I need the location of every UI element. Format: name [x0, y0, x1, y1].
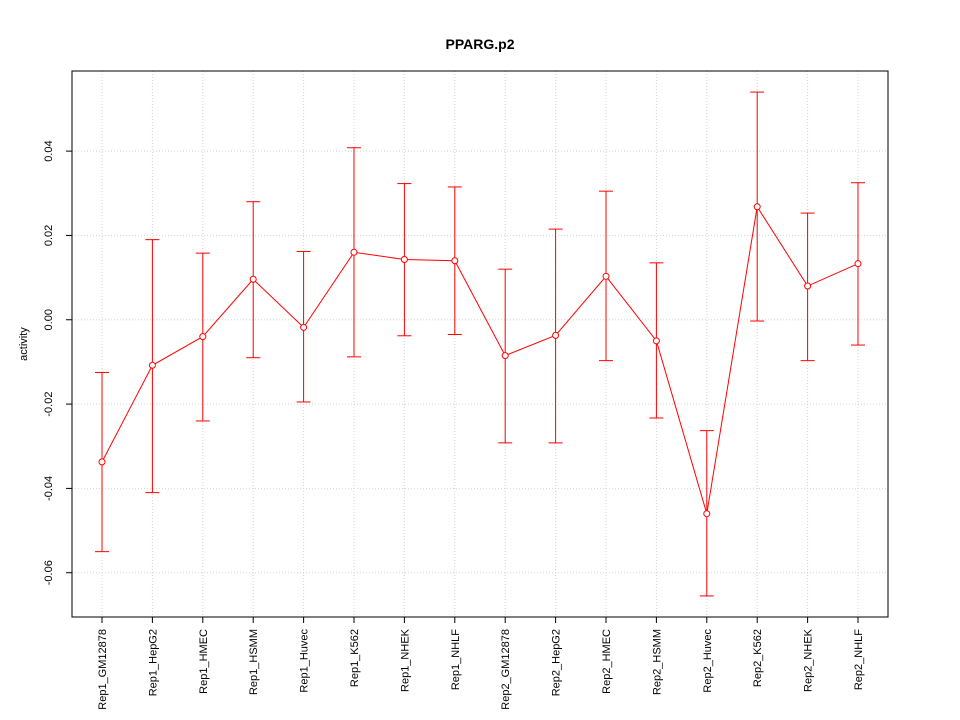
data-point-Rep2_NHEK [804, 282, 812, 290]
x-tick-label-Rep2_HSMM: Rep2_HSMM [651, 629, 663, 695]
data-point-Rep1_GM12878 [98, 458, 106, 466]
y-tick-label: -0.04 [43, 476, 55, 501]
x-tick-label-Rep1_NHEK: Rep1_NHEK [399, 628, 411, 692]
y-tick-label: -0.02 [43, 392, 55, 417]
data-point-Rep2_K562 [753, 203, 761, 211]
data-point-Rep2_GM12878 [501, 352, 509, 360]
x-tick-label-Rep2_Huvec: Rep2_Huvec [702, 629, 714, 693]
x-tick-label-Rep2_K562: Rep2_K562 [752, 629, 764, 687]
data-point-Rep1_NHLF [451, 257, 459, 265]
y-axis-label: activity [18, 327, 30, 361]
data-point-Rep1_HMEC [199, 333, 207, 341]
data-points-group [98, 203, 862, 518]
plot-frame [71, 70, 889, 618]
x-tick-label-Rep1_Huvec: Rep1_Huvec [299, 629, 311, 693]
grid-lines [72, 71, 888, 617]
data-point-Rep1_HSMM [249, 275, 257, 283]
data-point-Rep2_HepG2 [552, 331, 560, 339]
y-tick-label: 0.00 [43, 309, 55, 330]
x-tick-label-Rep1_HMEC: Rep1_HMEC [198, 629, 210, 694]
y-axis: -0.06 -0.04 -0.02 0.00 0.02 0.04 [43, 140, 72, 585]
x-tick-label-Rep2_HMEC: Rep2_HMEC [601, 629, 613, 694]
data-point-Rep2_NHLF [854, 260, 862, 268]
data-point-Rep1_K562 [350, 248, 358, 256]
error-bars-group [95, 91, 865, 597]
series-line-group [101, 205, 859, 514]
x-tick-label-Rep1_NHLF: Rep1_NHLF [450, 629, 462, 690]
data-point-Rep1_Huvec [300, 323, 308, 331]
data-point-Rep1_HepG2 [148, 361, 156, 369]
series-line [101, 205, 859, 514]
x-tick-label-Rep1_GM12878: Rep1_GM12878 [97, 629, 109, 710]
x-tick-label-Rep1_HepG2: Rep1_HepG2 [147, 629, 159, 696]
x-tick-label-Rep1_HSMM: Rep1_HSMM [248, 629, 260, 695]
y-tick-label: 0.02 [43, 225, 55, 246]
data-point-Rep2_HSMM [652, 337, 660, 345]
data-point-Rep2_HMEC [602, 272, 610, 280]
x-tick-label-Rep2_NHEK: Rep2_NHEK [803, 628, 815, 692]
data-point-Rep2_Huvec [703, 510, 711, 518]
x-axis: Rep1_GM12878 Rep1_HepG2 Rep1_HMEC Rep1_HSMM… [97, 617, 865, 710]
x-tick-label-Rep1_K562: Rep1_K562 [349, 629, 361, 687]
x-tick-label-Rep2_NHLF: Rep2_NHLF [853, 629, 865, 690]
x-tick-label-Rep2_HepG2: Rep2_HepG2 [551, 629, 563, 696]
x-tick-label-Rep2_GM12878: Rep2_GM12878 [500, 629, 512, 710]
chart-title: PPARG.p2 [446, 36, 515, 52]
data-point-Rep1_NHEK [400, 255, 408, 263]
y-tick-label: -0.06 [43, 560, 55, 585]
y-tick-label: 0.04 [43, 140, 55, 161]
